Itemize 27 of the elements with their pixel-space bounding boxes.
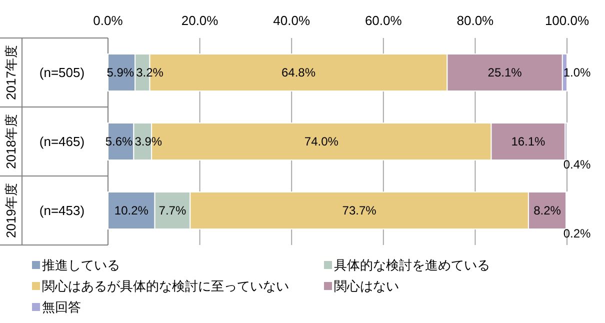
data-label: 16.1% — [511, 134, 546, 148]
x-tick-label: 40.0% — [273, 13, 310, 28]
legend-label: 無回答 — [42, 300, 81, 314]
data-label: 3.9% — [134, 134, 162, 148]
legend-label: 関心はあるが具体的な検討に至っていない — [42, 278, 289, 294]
data-label: 3.2% — [136, 66, 164, 80]
category-label: 2018年度 (n=465) — [4, 114, 85, 169]
x-tick-label: 100.0% — [544, 13, 590, 28]
x-tick-label: 80.0% — [456, 13, 494, 28]
data-label: 25.1% — [488, 66, 522, 80]
category-label: 2017年度 (n=505) — [4, 45, 85, 100]
data-label: 1.0% — [563, 66, 591, 80]
x-tick-label: 60.0% — [364, 13, 402, 28]
data-label: 73.7% — [342, 204, 377, 218]
data-label: 10.2% — [114, 204, 149, 218]
category-label: 2019年度 (n=453) — [4, 183, 85, 238]
x-tick-label: 0.0% — [93, 13, 124, 28]
data-label: 8.2% — [534, 204, 562, 218]
data-label: 0.4% — [563, 158, 591, 172]
data-label: 7.7% — [158, 204, 186, 218]
legend-label: 推進している — [42, 258, 120, 272]
data-label: 0.2% — [563, 226, 591, 240]
data-label: 64.8% — [281, 66, 316, 80]
legend-label: 具体的な検討を進めている — [334, 258, 490, 272]
x-tick-label: 20.0% — [181, 13, 219, 28]
data-label: 74.0% — [304, 134, 339, 148]
legend-label: 関心はない — [334, 278, 399, 294]
